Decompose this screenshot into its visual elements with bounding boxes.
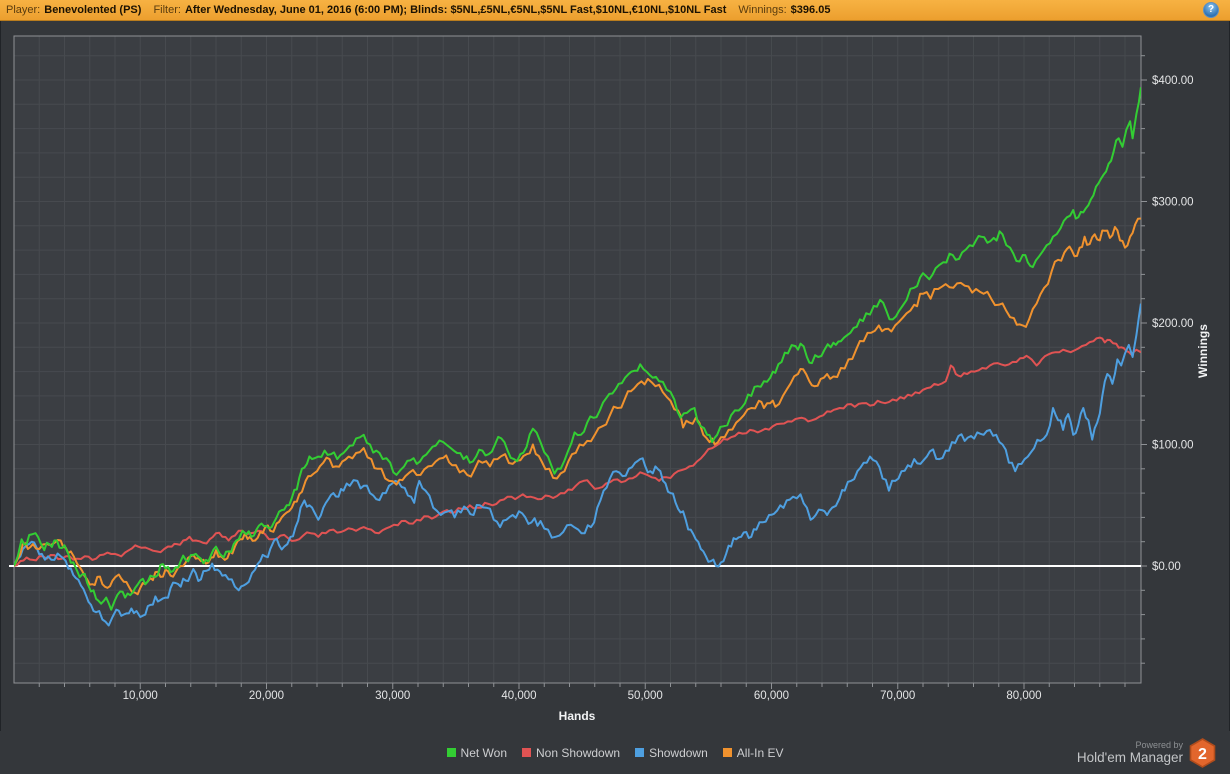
player-name: Benevolented (PS) [44, 4, 142, 16]
y-tick-label: $300.00 [1152, 197, 1194, 209]
x-tick-label: 40,000 [501, 690, 536, 702]
legend-swatch-icon [446, 748, 456, 757]
legend-label: Non Showdown [536, 745, 621, 760]
legend-item-non-showdown: Non Showdown [522, 746, 620, 760]
legend-item-showdown: Showdown [635, 746, 708, 760]
hexagon-badge-icon: 2 [1189, 738, 1216, 768]
y-tick-label: $400.00 [1152, 75, 1194, 87]
y-axis-title: Winnings [1196, 324, 1210, 378]
badge-number: 2 [1198, 746, 1207, 763]
x-axis-title: Hands [559, 709, 596, 723]
x-tick-label: 10,000 [123, 690, 158, 702]
hm2-badge: 2 [1189, 738, 1216, 768]
powered-by-text: Powered by [1135, 739, 1183, 750]
legend-label: Net Won [460, 745, 507, 760]
branding: Powered by Hold'em Manager 2 [1077, 738, 1216, 768]
winnings-value: $396.05 [790, 4, 831, 16]
winnings-label: Winnings: [738, 4, 787, 16]
legend: Net Won Non Showdown Showdown All-In EV [0, 731, 1230, 774]
legend-item-all-in-ev: All-In EV [722, 745, 784, 760]
legend-swatch-icon [722, 748, 732, 757]
series-line-showdown [14, 303, 1141, 627]
x-tick-label: 30,000 [375, 690, 410, 702]
filter-label: Filter: [153, 4, 181, 16]
winnings-graph: 10,000 20,000 30,000 40,000 50,000 60,000 70,0… [0, 21, 1230, 731]
legend-swatch-icon [522, 748, 531, 757]
legend-label: All-In EV [736, 745, 784, 760]
filter-summary-bar: Player: Benevolented (PS) Filter: After … [0, 0, 1230, 21]
graph-canvas: 10,000 20,000 30,000 40,000 50,000 60,000 70,0… [9, 35, 1210, 723]
x-tick-label: 70,000 [880, 690, 915, 702]
plot-frame [13, 35, 1142, 684]
x-tick-label: 20,000 [249, 690, 284, 702]
series-line-non-showdown [14, 336, 1141, 567]
series-line-net-won [14, 87, 1141, 611]
y-tick-label: $100.00 [1152, 440, 1194, 452]
question-icon: ? [1207, 4, 1215, 15]
x-tick-label: 80,000 [1006, 690, 1041, 702]
filter-value: After Wednesday, June 01, 2016 (6:00 PM)… [184, 4, 727, 16]
legend-swatch-icon [635, 748, 645, 757]
footer-bar: Net Won Non Showdown Showdown All-In EV Pow… [0, 731, 1230, 774]
player-label: Player: [6, 4, 41, 16]
x-tick-label: 50,000 [628, 690, 663, 702]
legend-item-net-won: Net Won [446, 745, 507, 760]
y-tick-label: $200.00 [1152, 318, 1194, 330]
y-tick-label: $0.00 [1152, 561, 1181, 573]
x-tick-label: 60,000 [754, 690, 789, 702]
brand-name: Hold'em Manager [1076, 749, 1183, 765]
legend-label: Showdown [649, 745, 708, 760]
plot-area [14, 36, 1141, 683]
series-line-all-in-ev [14, 217, 1141, 596]
help-button[interactable]: ? [1203, 2, 1219, 18]
